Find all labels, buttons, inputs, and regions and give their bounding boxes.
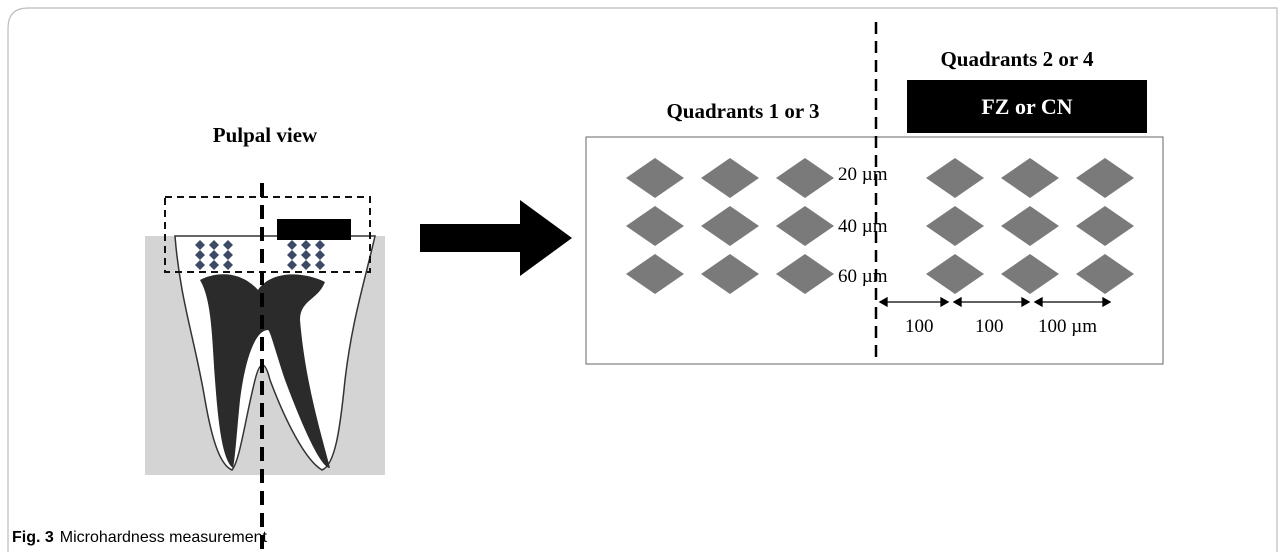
indent: [1001, 158, 1059, 198]
indent: [223, 250, 233, 260]
indent: [1076, 158, 1134, 198]
arrowhead: [1102, 296, 1112, 308]
indent: [301, 240, 311, 250]
indent: [209, 240, 219, 250]
dashed-region: [164, 196, 371, 273]
indent: [626, 158, 684, 198]
indent: [223, 260, 233, 270]
quadrants-right-label: Quadrants 2 or 4: [940, 47, 1094, 71]
pulpal-view-title: Pulpal view: [213, 123, 318, 147]
spacing-arrows: [878, 296, 1112, 308]
quadrants-left-label: Quadrants 1 or 3: [666, 99, 819, 123]
indent: [1001, 254, 1059, 294]
indent: [701, 254, 759, 294]
depth-label: 40 µm: [838, 216, 888, 237]
figure-border: [7, 7, 1278, 552]
caption-label: Fig. 3: [12, 529, 54, 546]
caption-text: Microhardness measurement: [60, 529, 268, 546]
depth-label: 20 µm: [838, 164, 888, 185]
indent: [1076, 254, 1134, 294]
indent: [315, 240, 325, 250]
indent: [926, 206, 984, 246]
indent: [776, 254, 834, 294]
indent: [287, 260, 297, 270]
spacing-label: 100: [975, 316, 1004, 337]
zone-box: [907, 80, 1147, 133]
indent: [209, 250, 219, 260]
arrowhead: [1021, 296, 1031, 308]
zone-label: FZ or CN: [981, 94, 1072, 119]
indent: [1001, 206, 1059, 246]
specimen-box: [585, 136, 1164, 365]
indent: [287, 240, 297, 250]
indent: [315, 260, 325, 270]
indent: [301, 250, 311, 260]
arrow-head: [520, 200, 572, 276]
indent: [195, 240, 205, 250]
caption: Fig. 3 Microhardness measurement: [12, 529, 268, 546]
indent: [315, 250, 325, 260]
zone-marker: [277, 219, 351, 240]
arrowhead: [952, 296, 962, 308]
indent: [926, 158, 984, 198]
indent: [301, 260, 311, 270]
indent: [195, 250, 205, 260]
spacing-label: 100 µm: [1038, 316, 1097, 337]
arrowhead: [878, 296, 888, 308]
small-indents: [195, 240, 325, 270]
indent: [776, 206, 834, 246]
arrowhead: [940, 296, 950, 308]
indent: [701, 206, 759, 246]
indent: [287, 250, 297, 260]
depth-label: 60 µm: [838, 266, 888, 287]
indent: [626, 254, 684, 294]
indent: [776, 158, 834, 198]
indents: [626, 158, 1134, 294]
spacing-label: 100: [905, 316, 934, 337]
pulp: [200, 274, 330, 468]
indent: [626, 206, 684, 246]
indent: [1076, 206, 1134, 246]
indent: [209, 260, 219, 270]
indent: [195, 260, 205, 270]
arrowhead: [1033, 296, 1043, 308]
indent: [701, 158, 759, 198]
indent: [223, 240, 233, 250]
indent: [926, 254, 984, 294]
arrow-shaft: [420, 224, 522, 252]
